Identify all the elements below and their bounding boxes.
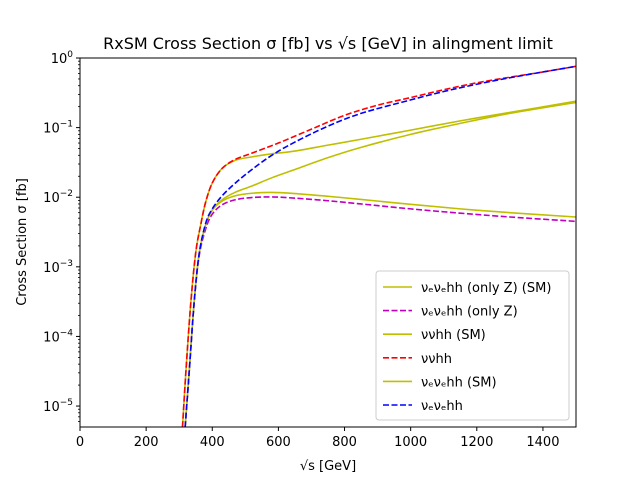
legend: νₑνₑhh (only Z) (SM) νₑνₑhh (only Z) ννhh … [375, 270, 570, 421]
y-tick-label: 10−1 [43, 120, 73, 137]
chart-title: RxSM Cross Section σ [fb] vs √s [GeV] in… [103, 34, 553, 53]
x-tick-label: 1000 [394, 435, 427, 450]
series-line-4 [181, 65, 576, 427]
plot-area [79, 57, 577, 428]
y-axis-label: Cross Section σ [fb] [15, 178, 30, 306]
y-axis: 10−5 10−4 10−3 10−2 10−1 100 [43, 50, 80, 422]
legend-label: νₑνₑhh (only Z) [421, 305, 518, 320]
legend-label: ννhh (SM) [421, 328, 486, 343]
x-axis: 0 200 400 600 800 1000 1200 1400 [76, 427, 559, 450]
series-layer [181, 65, 576, 427]
series-line-3 [181, 100, 576, 427]
series-line-6 [184, 65, 576, 427]
legend-box [375, 270, 570, 421]
legend-label: νₑνₑhh [421, 399, 463, 414]
x-tick-label: 1200 [460, 435, 493, 450]
plot-frame [79, 57, 577, 428]
y-tick-label: 100 [51, 50, 74, 67]
y-tick-label: 10−5 [43, 398, 73, 415]
legend-label: ννhh [421, 352, 452, 367]
x-tick-label: 400 [200, 435, 225, 450]
x-tick-label: 800 [332, 435, 357, 450]
y-tick-label: 10−3 [43, 259, 73, 276]
legend-label: νₑνₑhh (only Z) (SM) [421, 281, 551, 296]
x-tick-label: 600 [266, 435, 291, 450]
legend-label: νₑνₑhh (SM) [421, 375, 497, 390]
x-tick-label: 1400 [526, 435, 559, 450]
x-axis-label: √s [GeV] [300, 459, 356, 474]
x-tick-label: 0 [76, 435, 84, 450]
y-tick-label: 10−4 [43, 328, 73, 345]
x-tick-label: 200 [134, 435, 159, 450]
y-tick-label: 10−2 [43, 189, 73, 206]
